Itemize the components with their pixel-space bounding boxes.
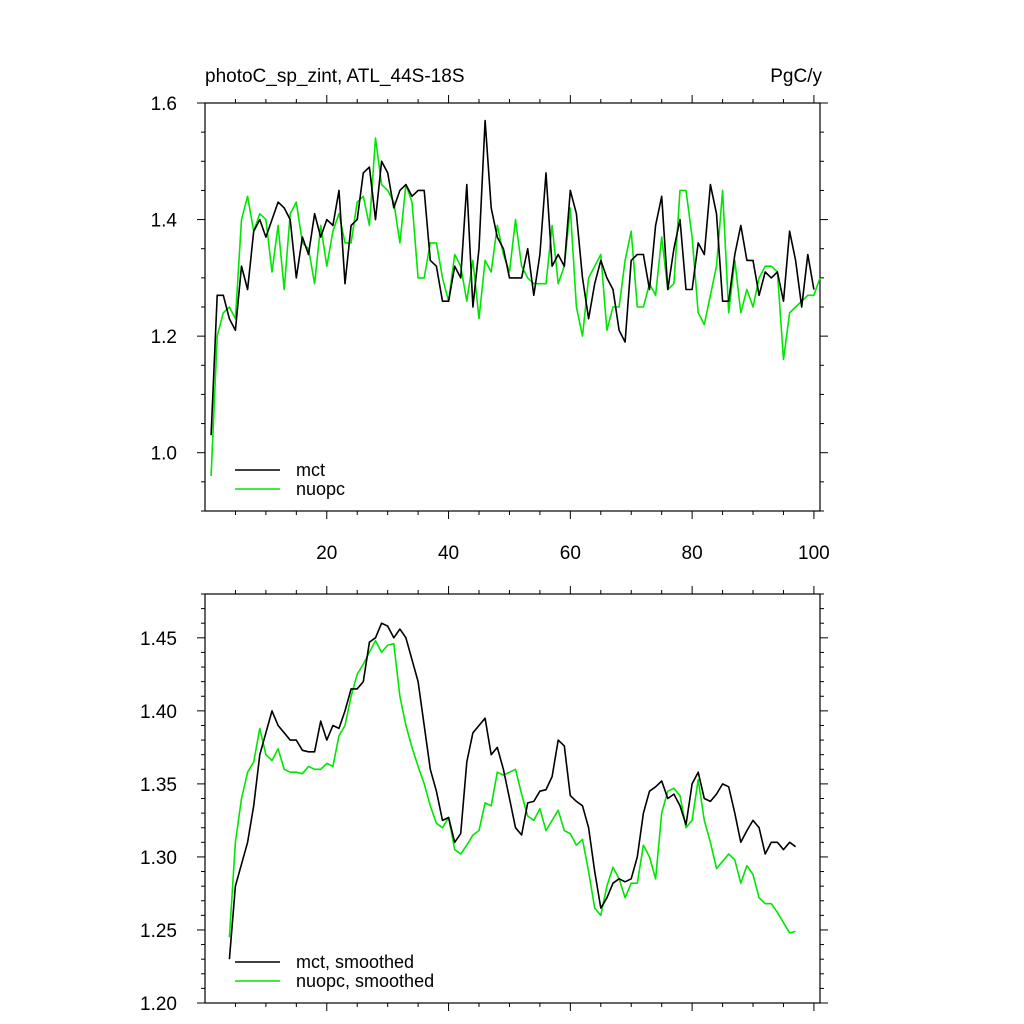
y-tick-label: 1.6 bbox=[151, 94, 177, 115]
series-line-mct bbox=[210, 119, 815, 436]
top-panel: photoC_sp_zint, ATL_44S-18S PgC/y 20 40 60… bbox=[151, 66, 830, 564]
plot-frame bbox=[204, 593, 821, 1004]
y-tick-label: 1.2 bbox=[151, 327, 177, 348]
y-tick-label: 1.30 bbox=[140, 848, 177, 869]
series-line-nuopc bbox=[210, 137, 821, 477]
x-tick-label: 100 bbox=[798, 543, 830, 564]
legend: mct nuopc bbox=[235, 460, 345, 499]
y-tick-label: 1.40 bbox=[140, 702, 177, 723]
x-tick-label: 80 bbox=[682, 543, 703, 564]
y-tick-label: 1.45 bbox=[140, 629, 177, 650]
x-tick-label: 20 bbox=[316, 543, 337, 564]
legend-label-mct-smoothed: mct, smoothed bbox=[296, 952, 414, 972]
legend-label-mct: mct bbox=[296, 460, 325, 480]
axis-ticks: 20 40 60 80 100 1.0 1.2 1.4 1.6 bbox=[151, 94, 830, 564]
series-line-mct-smoothed bbox=[228, 622, 797, 960]
axis-ticks: 1.20 1.25 1.30 1.35 1.40 1.45 bbox=[140, 586, 828, 1015]
x-tick-label: 40 bbox=[438, 543, 459, 564]
y-tick-label: 1.25 bbox=[140, 921, 177, 942]
data-lines bbox=[228, 622, 797, 960]
x-tick-label: 60 bbox=[560, 543, 581, 564]
legend: mct, smoothed nuopc, smoothed bbox=[235, 952, 434, 991]
y-tick-label: 1.35 bbox=[140, 775, 177, 796]
series-line-nuopc-smoothed bbox=[228, 639, 796, 938]
y-tick-label: 1.0 bbox=[151, 444, 177, 465]
legend-label-nuopc-smoothed: nuopc, smoothed bbox=[296, 971, 434, 991]
legend-label-nuopc: nuopc bbox=[296, 479, 345, 499]
data-lines bbox=[210, 119, 821, 477]
bottom-panel: 1.20 1.25 1.30 1.35 1.40 1.45 mct, smoothed n… bbox=[140, 586, 828, 1015]
y-tick-label: 1.20 bbox=[140, 994, 177, 1015]
chart-units: PgC/y bbox=[770, 66, 822, 87]
y-tick-label: 1.4 bbox=[151, 211, 178, 232]
chart-title: photoC_sp_zint, ATL_44S-18S bbox=[205, 66, 465, 87]
